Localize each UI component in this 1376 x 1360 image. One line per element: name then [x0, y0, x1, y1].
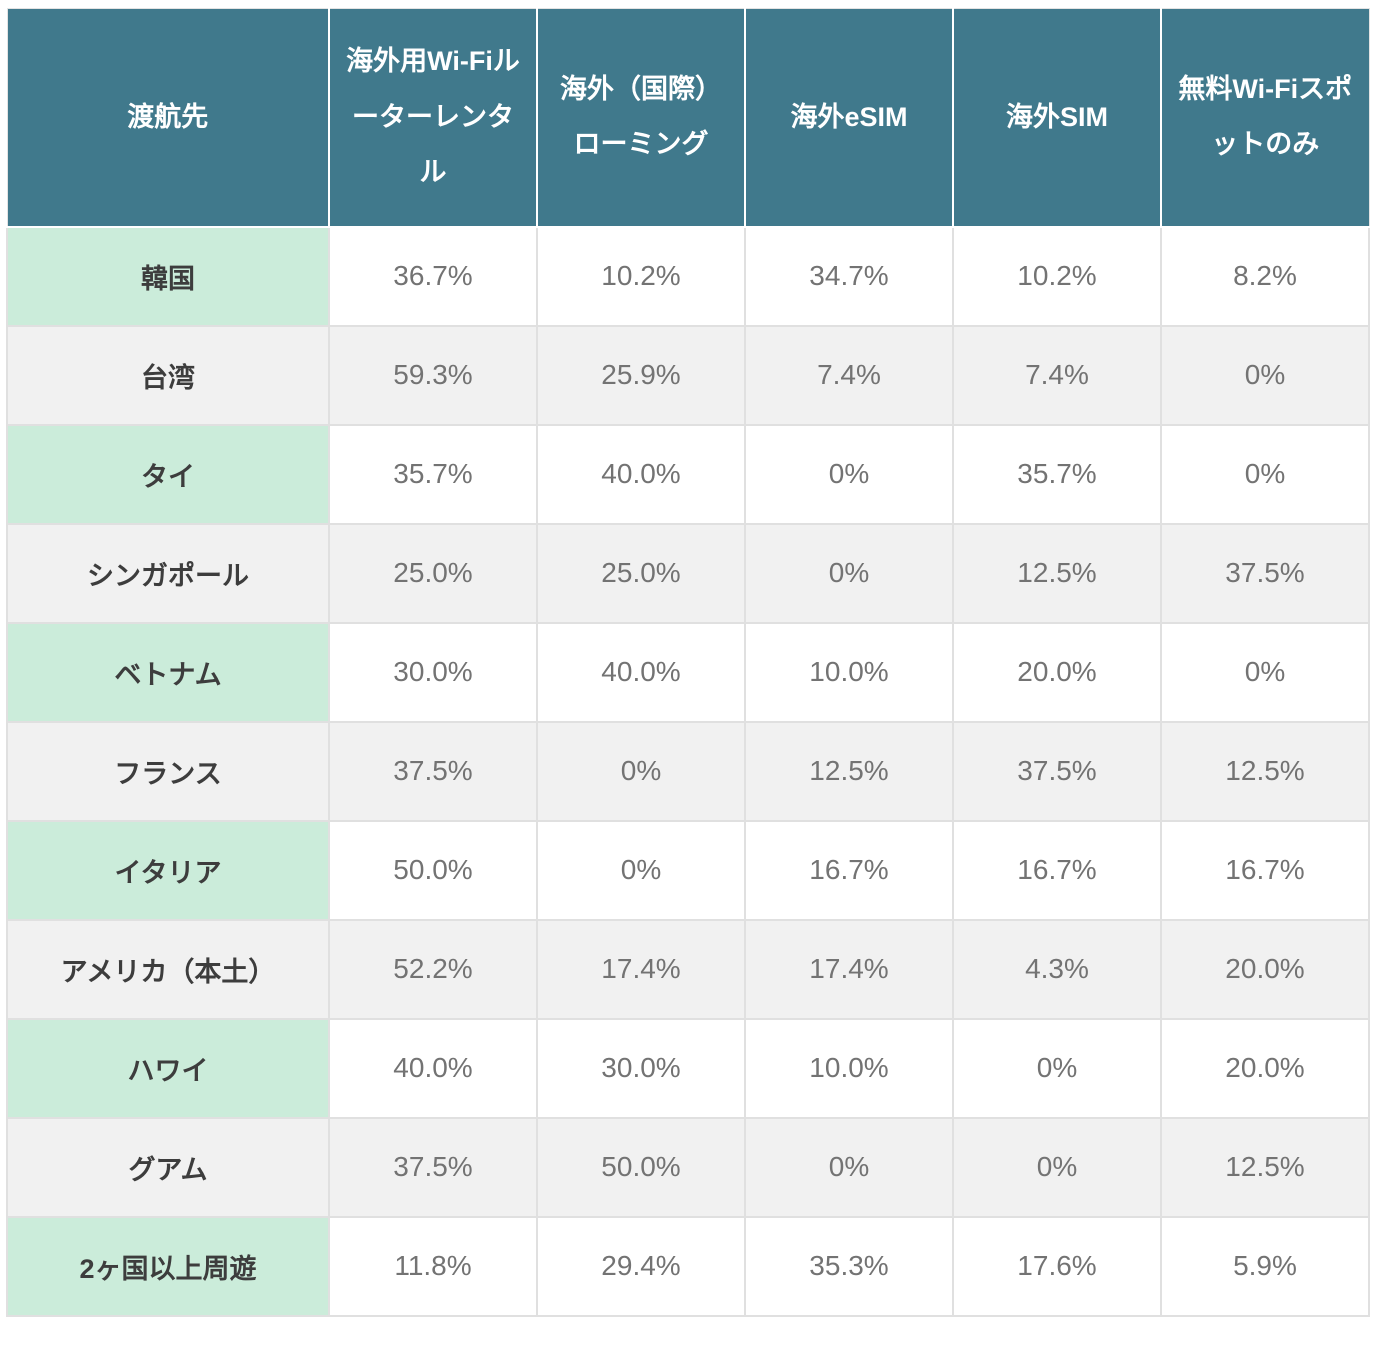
table-row: フランス 37.5% 0% 12.5% 37.5% 12.5% [6, 720, 1370, 822]
data-cell: 37.5% [328, 1116, 538, 1218]
row-label: シンガポール [6, 522, 330, 624]
data-cell: 8.2% [1160, 225, 1370, 327]
table-row: タイ 35.7% 40.0% 0% 35.7% 0% [6, 423, 1370, 525]
data-cell: 59.3% [328, 324, 538, 426]
table-row: 台湾 59.3% 25.9% 7.4% 7.4% 0% [6, 324, 1370, 426]
row-label: 2ヶ国以上周遊 [6, 1215, 330, 1317]
data-cell: 20.0% [1160, 918, 1370, 1020]
data-cell: 37.5% [1160, 522, 1370, 624]
data-cell: 17.4% [536, 918, 746, 1020]
data-cell: 34.7% [744, 225, 954, 327]
header-cell-sim: 海外SIM [952, 8, 1162, 228]
header-cell-international-roaming: 海外（国際）ローミング [536, 8, 746, 228]
survey-table-container: 渡航先 海外用Wi-Fiルーターレンタル 海外（国際）ローミング 海外eSIM … [6, 8, 1370, 1317]
data-cell: 10.2% [952, 225, 1162, 327]
data-cell: 10.0% [744, 1017, 954, 1119]
connectivity-method-by-destination-table: 渡航先 海外用Wi-Fiルーターレンタル 海外（国際）ローミング 海外eSIM … [6, 8, 1370, 1317]
data-cell: 40.0% [536, 621, 746, 723]
data-cell: 17.6% [952, 1215, 1162, 1317]
row-label: ベトナム [6, 621, 330, 723]
row-label: ハワイ [6, 1017, 330, 1119]
data-cell: 35.7% [328, 423, 538, 525]
data-cell: 11.8% [328, 1215, 538, 1317]
data-cell: 25.9% [536, 324, 746, 426]
data-cell: 16.7% [744, 819, 954, 921]
row-label: フランス [6, 720, 330, 822]
data-cell: 52.2% [328, 918, 538, 1020]
row-label: 韓国 [6, 225, 330, 327]
header-cell-wifi-router-rental: 海外用Wi-Fiルーターレンタル [328, 8, 538, 228]
row-label: グアム [6, 1116, 330, 1218]
data-cell: 29.4% [536, 1215, 746, 1317]
data-cell: 20.0% [1160, 1017, 1370, 1119]
data-cell: 35.3% [744, 1215, 954, 1317]
table-row: 韓国 36.7% 10.2% 34.7% 10.2% 8.2% [6, 225, 1370, 327]
table-row: 2ヶ国以上周遊 11.8% 29.4% 35.3% 17.6% 5.9% [6, 1215, 1370, 1317]
data-cell: 40.0% [328, 1017, 538, 1119]
data-cell: 12.5% [1160, 720, 1370, 822]
row-label: 台湾 [6, 324, 330, 426]
data-cell: 37.5% [328, 720, 538, 822]
data-cell: 7.4% [952, 324, 1162, 426]
data-cell: 12.5% [1160, 1116, 1370, 1218]
data-cell: 7.4% [744, 324, 954, 426]
header-cell-esim: 海外eSIM [744, 8, 954, 228]
data-cell: 25.0% [328, 522, 538, 624]
data-cell: 35.7% [952, 423, 1162, 525]
data-cell: 37.5% [952, 720, 1162, 822]
data-cell: 36.7% [328, 225, 538, 327]
data-cell: 10.2% [536, 225, 746, 327]
data-cell: 30.0% [328, 621, 538, 723]
data-cell: 0% [744, 423, 954, 525]
data-cell: 16.7% [1160, 819, 1370, 921]
data-cell: 12.5% [744, 720, 954, 822]
data-cell: 0% [744, 522, 954, 624]
data-cell: 4.3% [952, 918, 1162, 1020]
data-cell: 30.0% [536, 1017, 746, 1119]
header-row: 渡航先 海外用Wi-Fiルーターレンタル 海外（国際）ローミング 海外eSIM … [6, 8, 1370, 228]
row-label: タイ [6, 423, 330, 525]
data-cell: 5.9% [1160, 1215, 1370, 1317]
row-label: アメリカ（本土） [6, 918, 330, 1020]
table-row: シンガポール 25.0% 25.0% 0% 12.5% 37.5% [6, 522, 1370, 624]
table-body: 韓国 36.7% 10.2% 34.7% 10.2% 8.2% 台湾 59.3%… [6, 225, 1370, 1317]
table-row: イタリア 50.0% 0% 16.7% 16.7% 16.7% [6, 819, 1370, 921]
table-header: 渡航先 海外用Wi-Fiルーターレンタル 海外（国際）ローミング 海外eSIM … [6, 8, 1370, 228]
data-cell: 0% [952, 1017, 1162, 1119]
data-cell: 0% [952, 1116, 1162, 1218]
table-row: ベトナム 30.0% 40.0% 10.0% 20.0% 0% [6, 621, 1370, 723]
table-row: ハワイ 40.0% 30.0% 10.0% 0% 20.0% [6, 1017, 1370, 1119]
data-cell: 0% [536, 720, 746, 822]
data-cell: 0% [1160, 423, 1370, 525]
header-cell-free-wifi-only: 無料Wi-Fiスポットのみ [1160, 8, 1370, 228]
data-cell: 0% [744, 1116, 954, 1218]
data-cell: 12.5% [952, 522, 1162, 624]
data-cell: 0% [1160, 621, 1370, 723]
data-cell: 16.7% [952, 819, 1162, 921]
data-cell: 0% [1160, 324, 1370, 426]
data-cell: 20.0% [952, 621, 1162, 723]
data-cell: 10.0% [744, 621, 954, 723]
table-row: アメリカ（本土） 52.2% 17.4% 17.4% 4.3% 20.0% [6, 918, 1370, 1020]
data-cell: 0% [536, 819, 746, 921]
data-cell: 17.4% [744, 918, 954, 1020]
data-cell: 25.0% [536, 522, 746, 624]
header-cell-destination: 渡航先 [6, 8, 330, 228]
row-label: イタリア [6, 819, 330, 921]
data-cell: 50.0% [536, 1116, 746, 1218]
data-cell: 50.0% [328, 819, 538, 921]
data-cell: 40.0% [536, 423, 746, 525]
table-row: グアム 37.5% 50.0% 0% 0% 12.5% [6, 1116, 1370, 1218]
